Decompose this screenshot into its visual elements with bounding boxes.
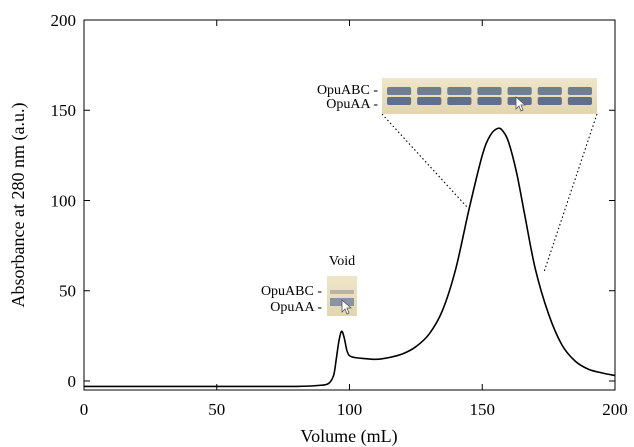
plot-frame	[83, 19, 616, 391]
x-tick-label: 50	[208, 400, 225, 419]
gel-background	[382, 78, 597, 114]
gel-band-opuabc	[417, 87, 442, 95]
gel-band-opuaa	[417, 97, 442, 105]
gel-band-opuaa	[477, 97, 502, 105]
y-axis-ticks: 0 50 100 150 200	[51, 11, 615, 391]
void-label-opuabc: OpuABC -	[261, 284, 322, 299]
x-tick-label: 150	[470, 400, 496, 419]
gel-lanes	[387, 87, 592, 105]
y-tick-label: 200	[51, 11, 77, 30]
gel-label-opuabc: OpuABC -	[317, 83, 378, 98]
y-tick-label: 150	[51, 101, 77, 120]
void-title: Void	[329, 254, 355, 269]
x-tick-label: 100	[337, 400, 363, 419]
cursor-icon-void	[341, 299, 353, 315]
gel-band-opuabc	[537, 87, 562, 95]
x-axis-title: Volume (mL)	[300, 426, 397, 447]
gel-band-opuaa	[567, 97, 592, 105]
gel-band-opuabc	[447, 87, 472, 95]
x-axis-ticks: 0 50 100 150 200	[80, 20, 628, 419]
y-axis-title: Absorbance at 280 nm (a.u.)	[8, 103, 29, 308]
gel-inset-void: Void OpuABC - OpuAA -	[261, 254, 357, 316]
y-tick-label: 50	[59, 282, 76, 301]
x-tick-label: 200	[602, 400, 628, 419]
gel-band-opuabc	[507, 87, 532, 95]
gel-band-opuaa	[447, 97, 472, 105]
gel-band-opuaa	[537, 97, 562, 105]
x-tick-label: 0	[80, 400, 89, 419]
gel-band-opuabc	[567, 87, 592, 95]
y-tick-label: 100	[51, 191, 77, 210]
gel-band-opuaa	[387, 97, 412, 105]
void-label-opuaa: OpuAA -	[270, 300, 322, 315]
connector-line-left	[381, 113, 468, 208]
absorbance-trace	[83, 127, 616, 388]
gel-band-opuabc	[477, 87, 502, 95]
y-tick-label: 0	[68, 372, 77, 391]
gel-inset-peak: OpuABC - OpuAA -	[317, 78, 597, 114]
gel-band-opuabc	[387, 87, 412, 95]
gel-label-opuaa: OpuAA -	[326, 97, 378, 112]
connector-line-right	[543, 113, 598, 273]
gel-band-opuabc-void	[330, 290, 354, 294]
cursor-icon	[515, 96, 527, 112]
